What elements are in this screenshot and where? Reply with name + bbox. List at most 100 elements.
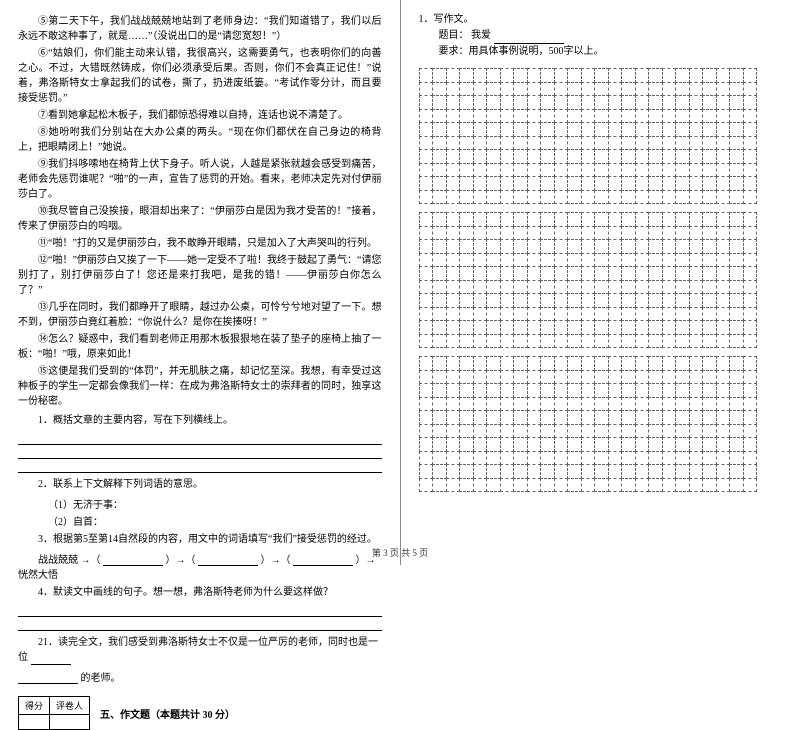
grid-cell[interactable] (621, 253, 636, 268)
grid-cell[interactable] (608, 424, 623, 439)
grid-cell[interactable] (648, 397, 663, 412)
grid-cell[interactable] (702, 136, 717, 151)
grid-cell[interactable] (500, 464, 515, 479)
grid-cell[interactable] (689, 136, 704, 151)
grid-cell[interactable] (527, 320, 542, 335)
grid-cell[interactable] (581, 163, 596, 178)
grid-cell[interactable] (500, 410, 515, 425)
grid-cell[interactable] (459, 212, 474, 227)
grid-cell[interactable] (675, 383, 690, 398)
grid-cell[interactable] (635, 68, 650, 83)
grid-cell[interactable] (702, 176, 717, 191)
grid-cell[interactable] (594, 190, 609, 205)
grid-cell[interactable] (486, 212, 501, 227)
grid-cell[interactable] (621, 149, 636, 164)
grid-cell[interactable] (608, 109, 623, 124)
grid-cell[interactable] (527, 95, 542, 110)
grid-cell[interactable] (675, 320, 690, 335)
grid-cell[interactable] (594, 68, 609, 83)
grid-cell[interactable] (459, 424, 474, 439)
grid-cell[interactable] (608, 136, 623, 151)
grid-cell[interactable] (716, 307, 731, 322)
grid-cell[interactable] (621, 334, 636, 349)
grid-cell[interactable] (689, 82, 704, 97)
grid-cell[interactable] (473, 266, 488, 281)
grid-cell[interactable] (567, 293, 582, 308)
grid-cell[interactable] (648, 95, 663, 110)
grid-cell[interactable] (567, 280, 582, 295)
grid-cell[interactable] (473, 334, 488, 349)
grid-cell[interactable] (675, 266, 690, 281)
grid-cell[interactable] (513, 307, 528, 322)
grid-cell[interactable] (540, 478, 555, 493)
grid-cell[interactable] (581, 266, 596, 281)
grid-cell[interactable] (419, 451, 434, 466)
grid-cell[interactable] (729, 149, 744, 164)
grid-cell[interactable] (500, 383, 515, 398)
grid-cell[interactable] (581, 95, 596, 110)
grid-cell[interactable] (621, 320, 636, 335)
grid-cell[interactable] (473, 424, 488, 439)
grid-cell[interactable] (662, 478, 677, 493)
grid-cell[interactable] (608, 149, 623, 164)
answer-line[interactable] (18, 604, 382, 617)
grid-cell[interactable] (486, 109, 501, 124)
grid-cell[interactable] (567, 239, 582, 254)
grid-cell[interactable] (432, 397, 447, 412)
grid-cell[interactable] (594, 370, 609, 385)
grid-cell[interactable] (500, 478, 515, 493)
grid-cell[interactable] (554, 82, 569, 97)
grid-cell[interactable] (446, 109, 461, 124)
grid-cell[interactable] (554, 397, 569, 412)
grid-cell[interactable] (716, 82, 731, 97)
grid-cell[interactable] (540, 226, 555, 241)
grid-cell[interactable] (459, 136, 474, 151)
grid-cell[interactable] (675, 464, 690, 479)
grid-cell[interactable] (716, 334, 731, 349)
grid-cell[interactable] (486, 253, 501, 268)
grid-cell[interactable] (594, 95, 609, 110)
grid-cell[interactable] (743, 383, 758, 398)
grid-cell[interactable] (702, 410, 717, 425)
grid-cell[interactable] (554, 478, 569, 493)
grid-cell[interactable] (446, 82, 461, 97)
grid-cell[interactable] (527, 253, 542, 268)
grid-cell[interactable] (743, 136, 758, 151)
grid-cell[interactable] (432, 176, 447, 191)
grid-cell[interactable] (702, 464, 717, 479)
grid-cell[interactable] (432, 122, 447, 137)
grid-cell[interactable] (702, 190, 717, 205)
grid-cell[interactable] (513, 239, 528, 254)
grid-cell[interactable] (459, 163, 474, 178)
grid-cell[interactable] (486, 334, 501, 349)
grid-cell[interactable] (621, 95, 636, 110)
grid-cell[interactable] (702, 163, 717, 178)
grid-cell[interactable] (662, 464, 677, 479)
grid-cell[interactable] (662, 163, 677, 178)
grid-cell[interactable] (473, 149, 488, 164)
grid-cell[interactable] (419, 410, 434, 425)
grid-cell[interactable] (635, 266, 650, 281)
grid-cell[interactable] (675, 424, 690, 439)
grid-cell[interactable] (702, 370, 717, 385)
grid-cell[interactable] (648, 370, 663, 385)
grid-cell[interactable] (500, 307, 515, 322)
grid-cell[interactable] (621, 109, 636, 124)
grid-cell[interactable] (621, 190, 636, 205)
grid-cell[interactable] (486, 239, 501, 254)
grid-cell[interactable] (567, 370, 582, 385)
grid-cell[interactable] (608, 176, 623, 191)
grid-cell[interactable] (716, 253, 731, 268)
grid-cell[interactable] (432, 136, 447, 151)
grid-cell[interactable] (527, 109, 542, 124)
grid-cell[interactable] (689, 163, 704, 178)
grid-cell[interactable] (689, 109, 704, 124)
grid-cell[interactable] (743, 95, 758, 110)
grid-cell[interactable] (594, 122, 609, 137)
grid-cell[interactable] (486, 163, 501, 178)
answer-line[interactable] (18, 618, 382, 631)
grid-cell[interactable] (743, 397, 758, 412)
grid-cell[interactable] (621, 307, 636, 322)
grid-cell[interactable] (729, 109, 744, 124)
grid-cell[interactable] (554, 68, 569, 83)
